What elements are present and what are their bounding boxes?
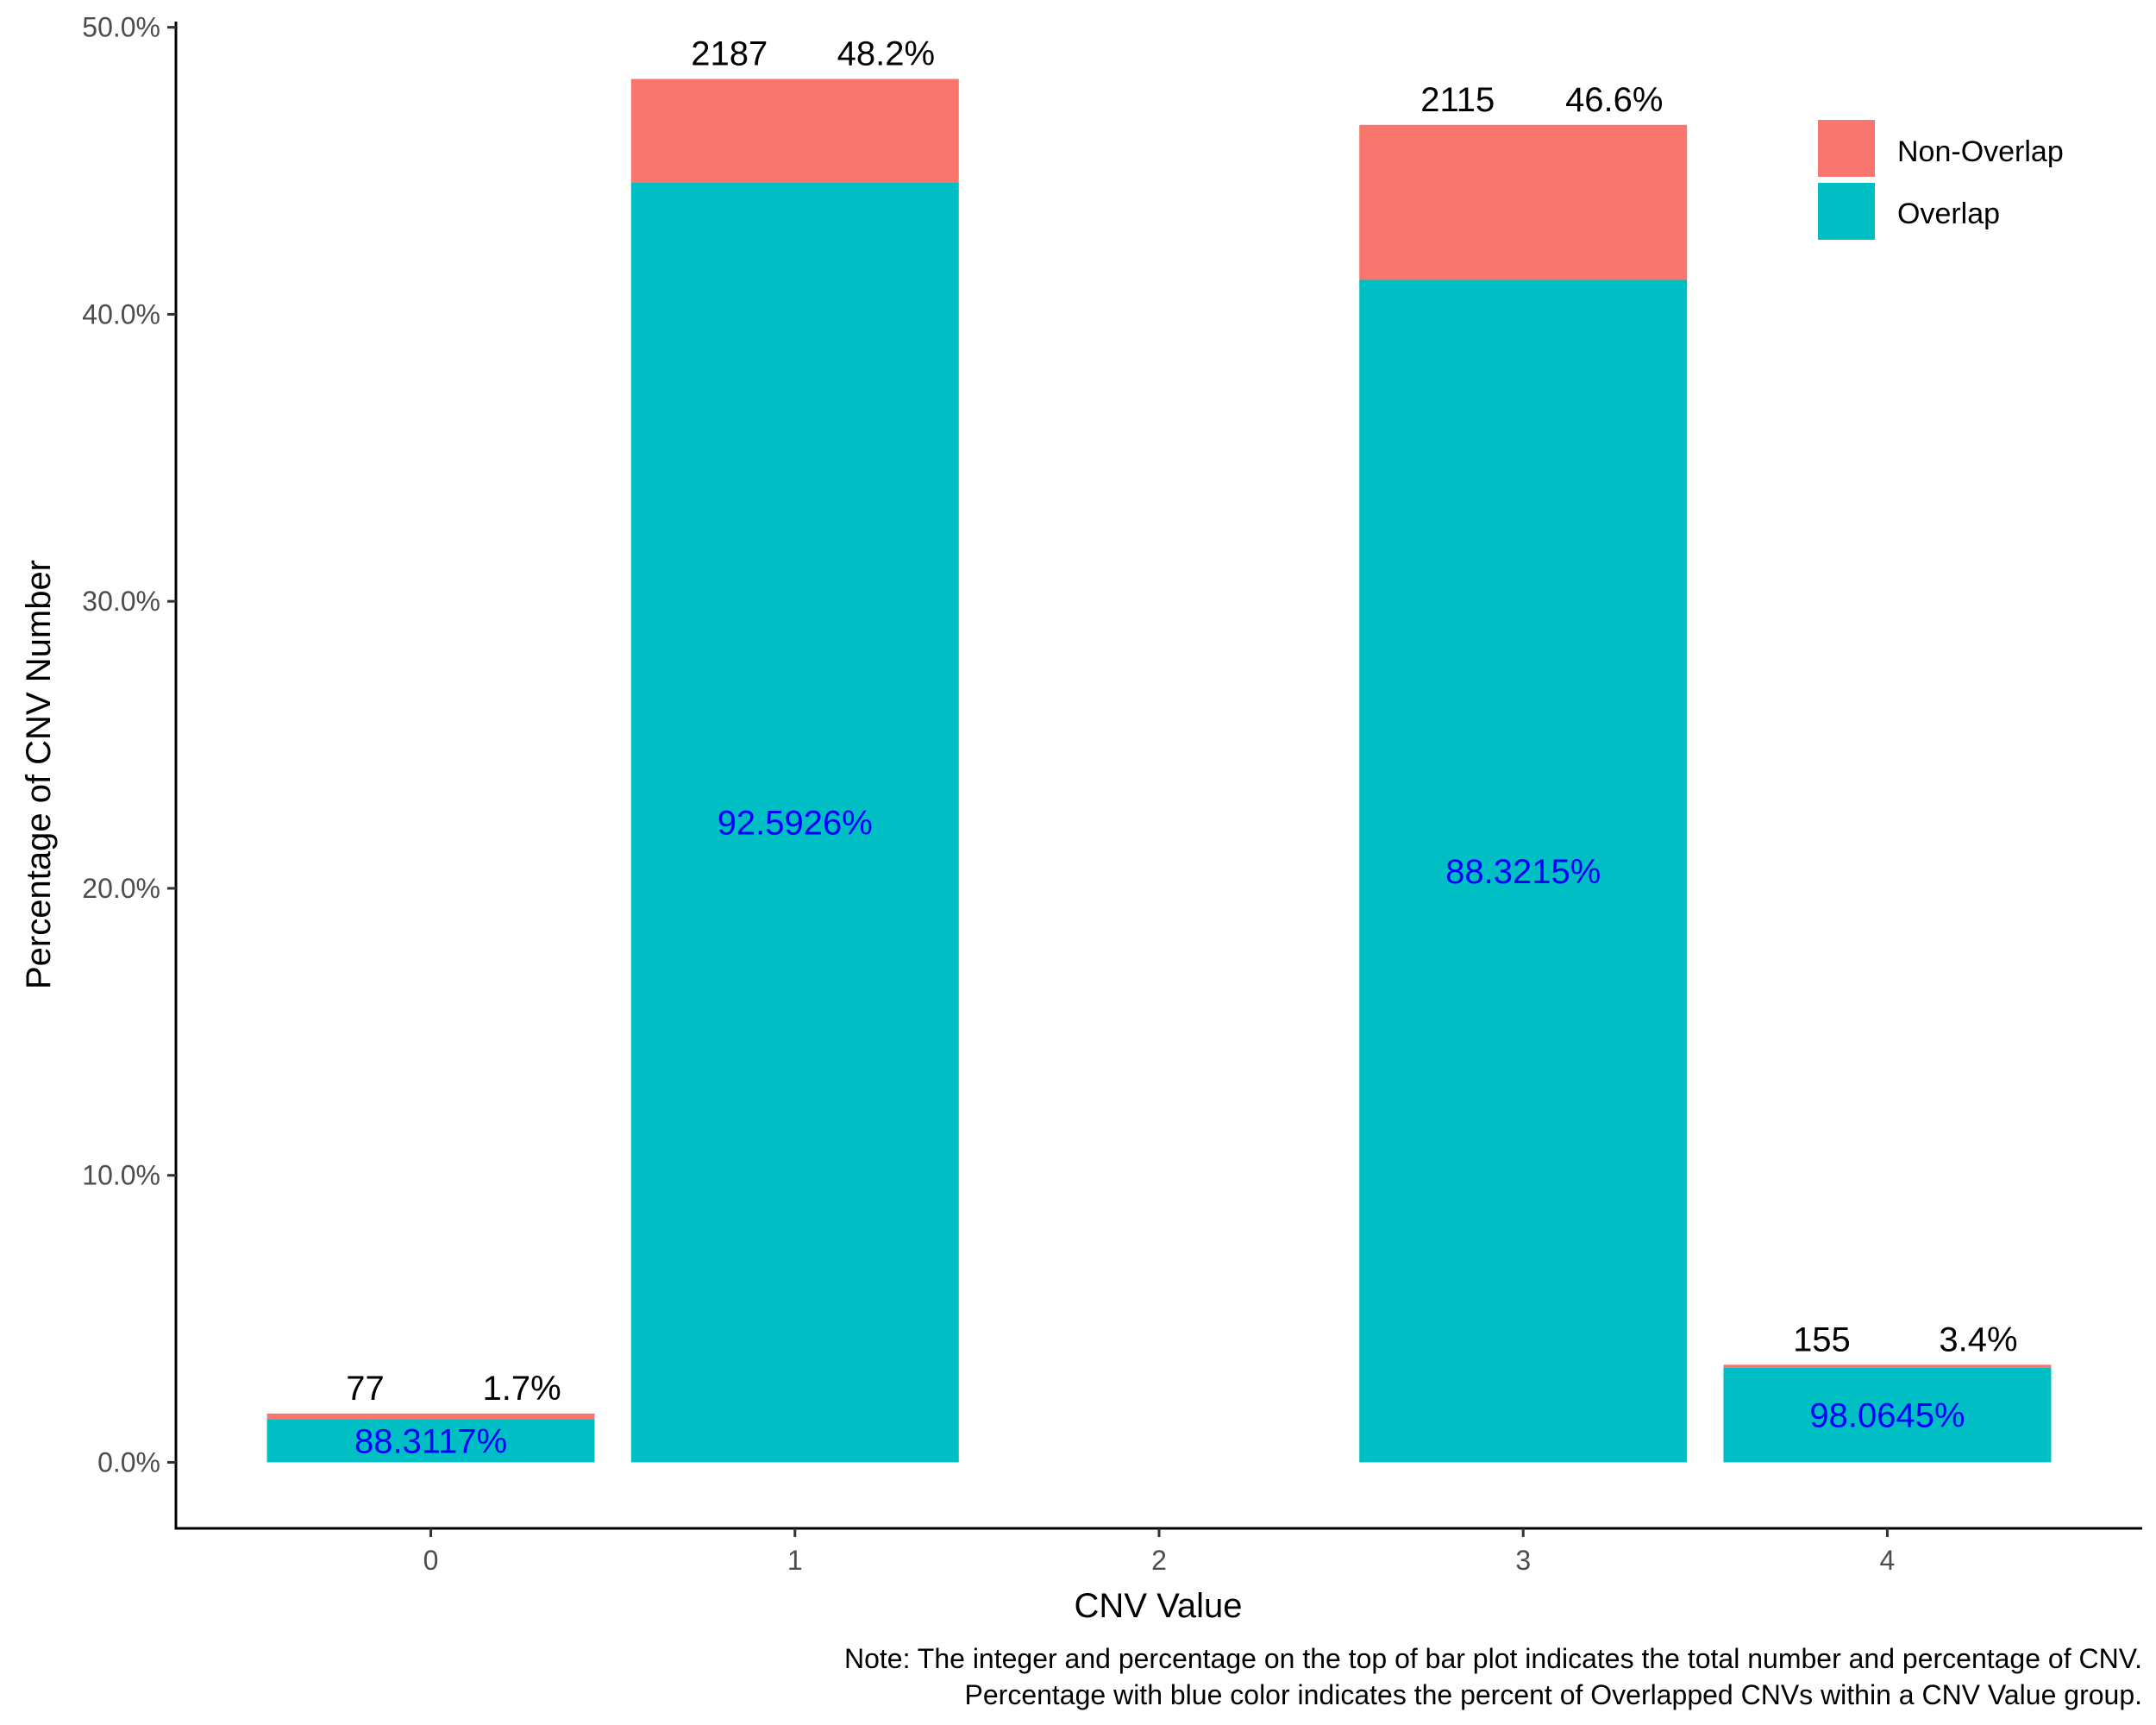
top-labels-layer: 77 1.7% 2187 48.2% 2115 46.6% 155 3.4% [346,35,2017,1408]
x-tick-label: 1 [787,1545,803,1576]
legend-swatch-overlap [1818,183,1875,240]
legend: Non-Overlap Overlap [1818,120,2064,240]
y-tick-label: 30.0% [82,586,160,617]
overlap-percent-label-3: 88.3215% [1445,853,1601,891]
top-count-label-1: 2187 [691,35,768,73]
overlap-percent-label-4: 98.0645% [1809,1397,1965,1435]
top-percent-label-4: 3.4% [1939,1320,2017,1358]
legend-swatch-non-overlap [1818,120,1875,177]
top-count-label-3: 2115 [1420,81,1495,119]
y-axis-title: Percentage of CNV Number [20,560,58,989]
top-count-label-4: 155 [1793,1320,1851,1358]
y-tick-label: 10.0% [82,1160,160,1191]
y-tick-label: 20.0% [82,873,160,904]
x-axis-title: CNV Value [1075,1587,1243,1625]
bar-non-overlap-4 [1723,1364,2052,1368]
y-tick-label: 50.0% [82,12,160,43]
x-tick-label: 0 [423,1545,439,1576]
bar-overlap-1 [630,182,959,1463]
legend-label-overlap: Overlap [1897,198,2000,230]
bar-overlap-4 [1723,1367,2052,1463]
overlap-percent-label-1: 92.5926% [718,804,873,842]
y-tick-label: 40.0% [82,298,160,329]
caption-line-1: Note: The integer and percentage on the … [844,1643,2142,1674]
legend-label-non-overlap: Non-Overlap [1897,135,2064,168]
bar-overlap-3 [1359,279,1688,1463]
caption-line-2: Percentage with blue color indicates the… [965,1679,2142,1710]
overlap-percent-labels: 88.3117% 92.5926% 88.3215% 98.0645% [354,804,1965,1460]
bar-overlap-0 [266,1419,595,1463]
top-count-label-0: 77 [346,1370,385,1408]
axes-layer [174,22,2142,1530]
x-ticks-layer: 0 1 2 3 4 [423,1528,1896,1576]
top-percent-label-0: 1.7% [483,1370,561,1408]
bar-non-overlap-3 [1359,124,1688,280]
y-tick-label: 0.0% [97,1446,160,1477]
x-tick-label: 3 [1515,1545,1531,1576]
top-percent-label-3: 46.6% [1565,81,1663,119]
overlap-percent-label-0: 88.3117% [354,1423,507,1461]
bar-non-overlap-0 [266,1413,595,1420]
x-tick-label: 2 [1151,1545,1167,1576]
top-percent-label-1: 48.2% [837,35,935,73]
bars-layer [266,78,2052,1463]
bar-non-overlap-1 [630,78,959,183]
y-ticks-layer: 0.0% 10.0% 20.0% 30.0% 40.0% 50.0% [82,12,176,1477]
x-tick-label: 4 [1880,1545,1896,1576]
